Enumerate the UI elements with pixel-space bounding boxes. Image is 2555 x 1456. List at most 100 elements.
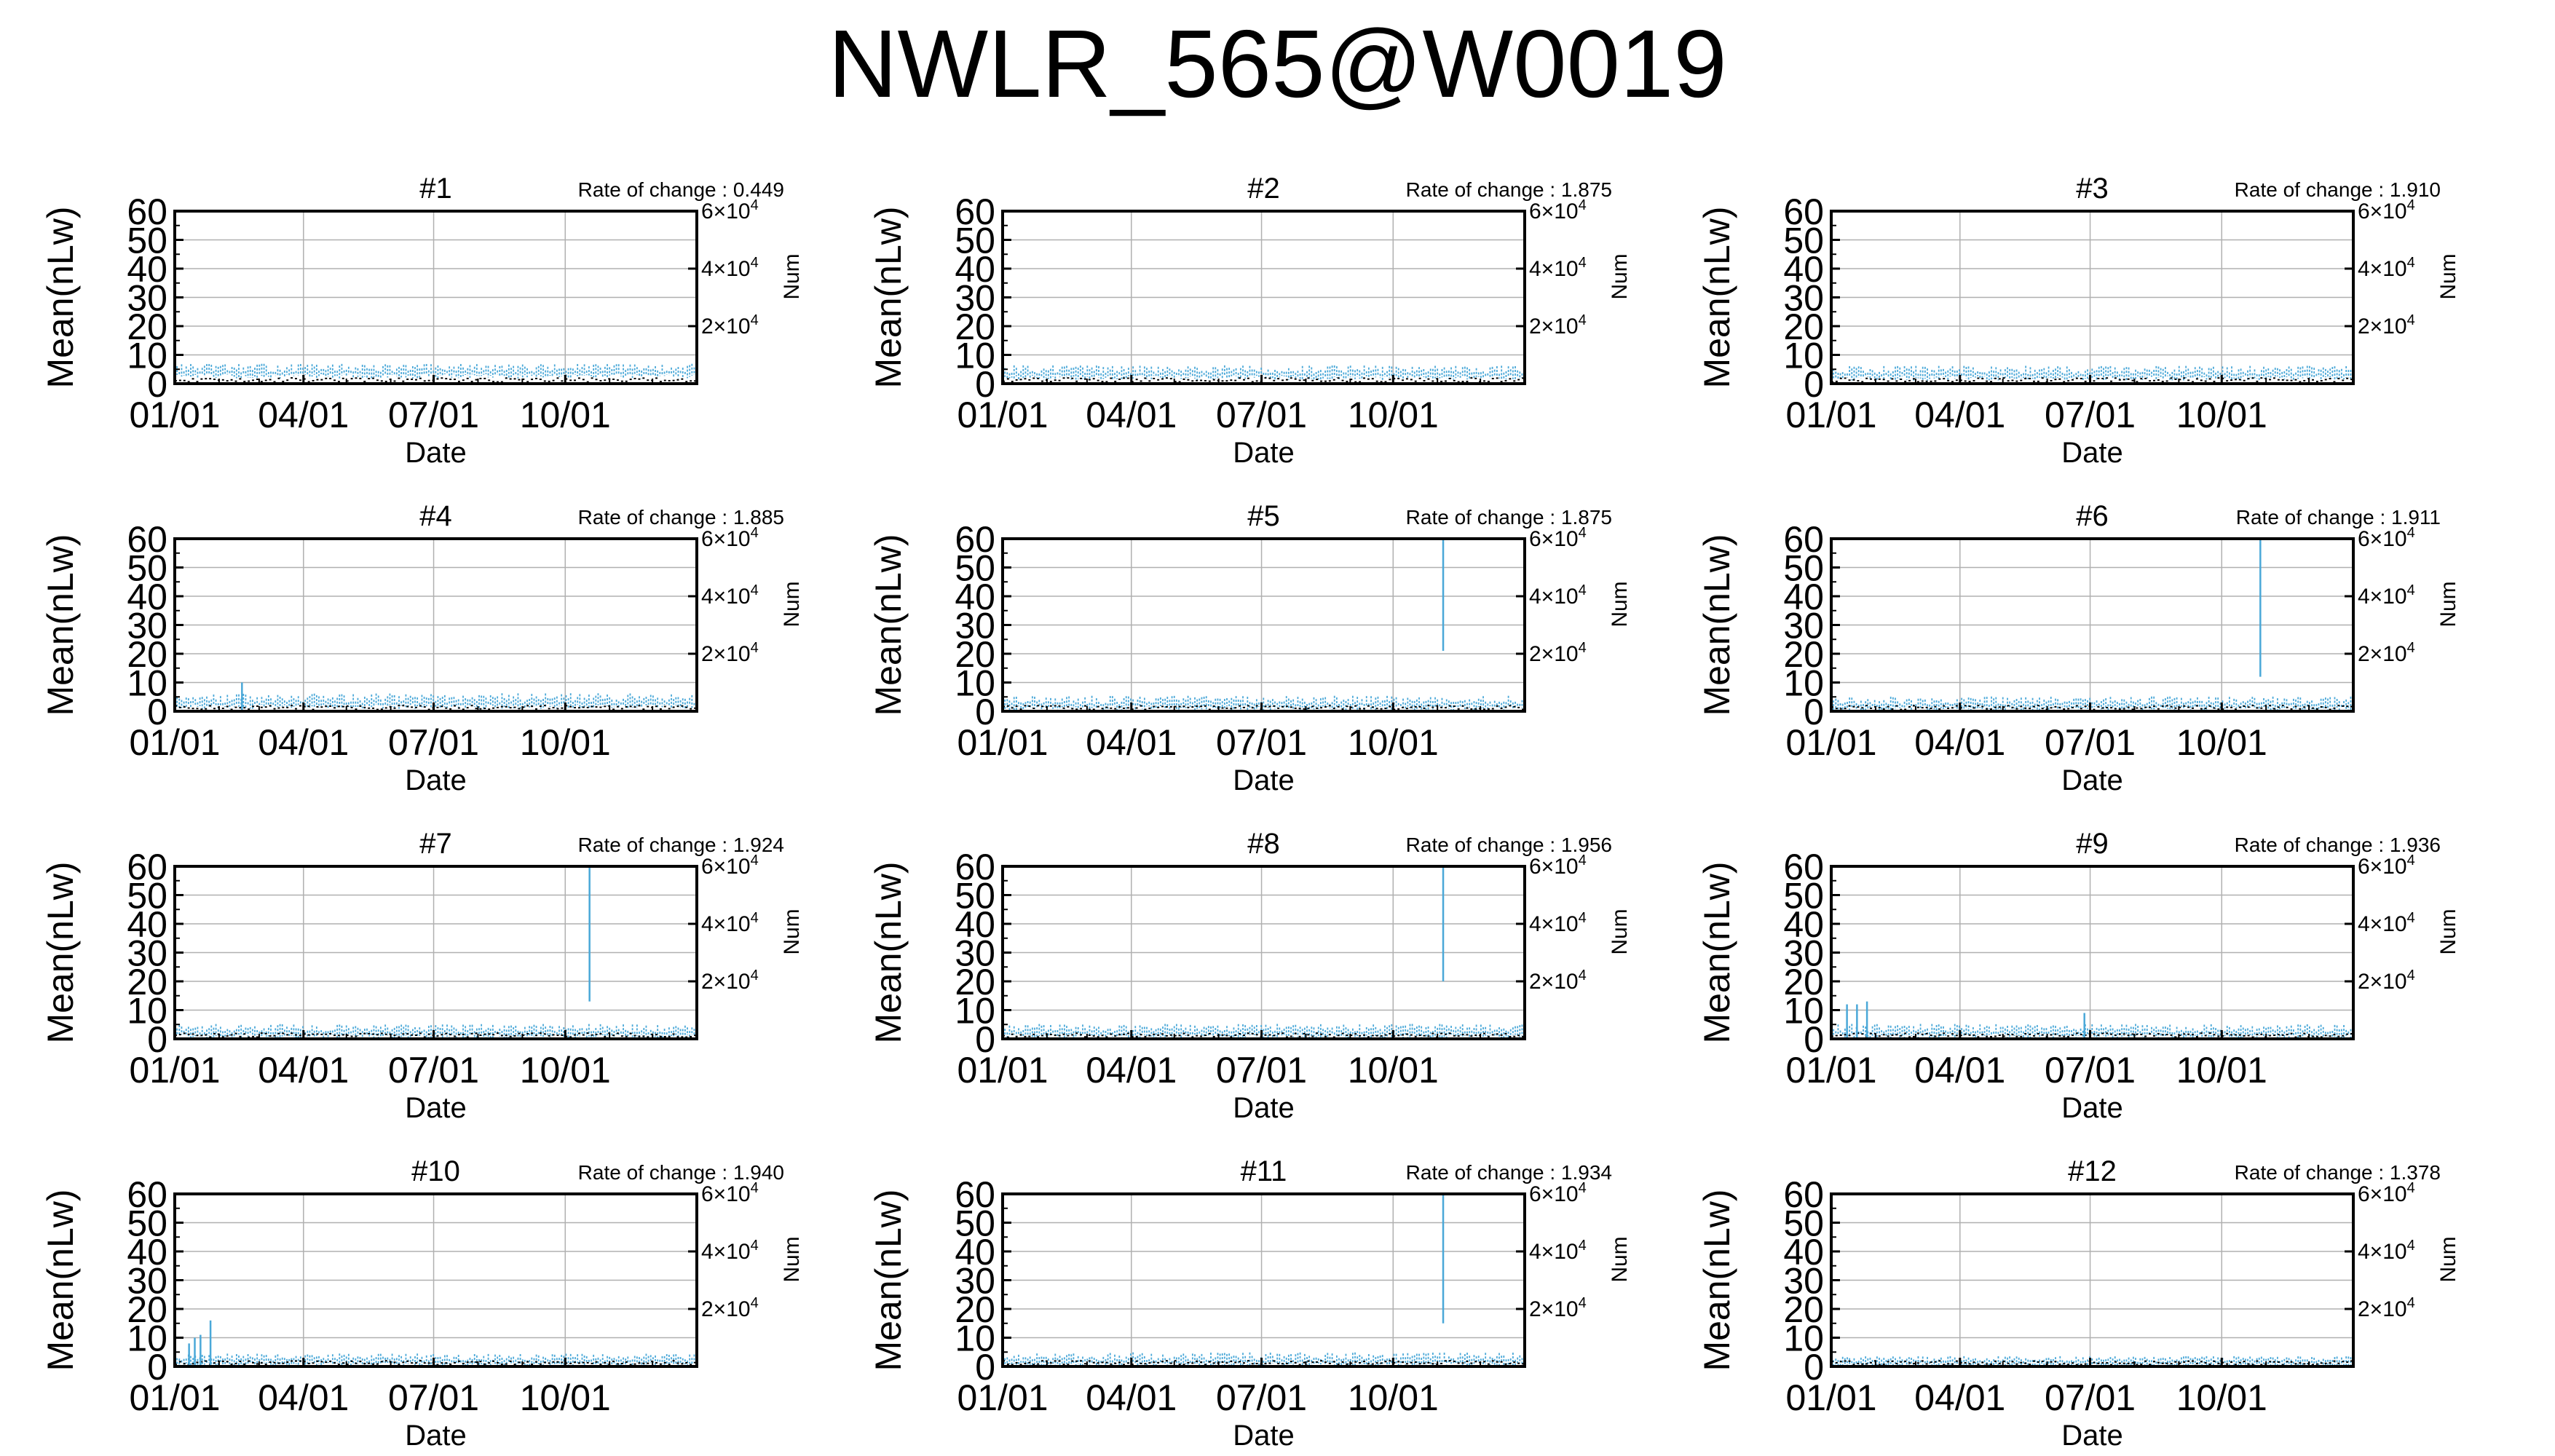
y-tick-label: 60 — [127, 191, 167, 232]
y-axis-label: Mean(nLw) — [868, 534, 909, 716]
x-tick-label: 01/01 — [957, 722, 1048, 763]
y2-tick-label: 6×104 — [1529, 852, 1587, 879]
y2-tick-label: 6×104 — [1529, 197, 1587, 223]
y-tick-label: 20 — [955, 306, 995, 347]
panel-title: #9 — [2076, 828, 2109, 860]
x-axis-label: Date — [2061, 437, 2123, 469]
y-tick-label: 40 — [1783, 577, 1824, 617]
x-tick-label: 10/01 — [1348, 395, 1439, 435]
y-tick-label: 20 — [955, 634, 995, 675]
x-tick-label: 01/01 — [129, 1377, 220, 1418]
x-tick-label: 07/01 — [2045, 1377, 2136, 1418]
x-tick-label: 01/01 — [957, 1377, 1048, 1418]
x-tick-label: 04/01 — [1914, 395, 2005, 435]
y-tick-label: 50 — [955, 221, 995, 261]
y2-tick-label: 2×104 — [2358, 1295, 2415, 1321]
y-tick-label: 50 — [955, 1203, 995, 1244]
x-axis-label: Date — [1233, 1420, 1295, 1452]
y-tick-label: 10 — [127, 1318, 167, 1359]
y-tick-label: 40 — [955, 249, 995, 290]
x-tick-label: 04/01 — [1086, 1050, 1177, 1091]
y2-tick-label: 6×104 — [701, 197, 759, 223]
x-tick-label: 01/01 — [129, 722, 220, 763]
y2-tick-label: 4×104 — [1529, 910, 1587, 936]
y2-tick-label: 4×104 — [701, 1238, 759, 1264]
rate-of-change: Rate of change : 0.449 — [578, 178, 784, 201]
y-axis-label: Mean(nLw) — [868, 861, 909, 1043]
y-tick-label: 60 — [127, 847, 167, 887]
y-tick-label: 40 — [955, 904, 995, 945]
y-axis-label: Mean(nLw) — [868, 206, 909, 388]
y-tick-label: 30 — [955, 606, 995, 646]
y2-tick-label: 4×104 — [2358, 582, 2415, 609]
y-tick-label: 50 — [127, 221, 167, 261]
y2-tick-label: 6×104 — [701, 1180, 759, 1206]
x-tick-label: 01/01 — [957, 395, 1048, 435]
rate-of-change: Rate of change : 1.911 — [2236, 506, 2441, 529]
x-tick-label: 07/01 — [1216, 1050, 1307, 1091]
x-tick-label: 10/01 — [1348, 722, 1439, 763]
x-tick-label: 04/01 — [258, 395, 349, 435]
y-tick-label: 50 — [127, 1203, 167, 1244]
panel-title: #7 — [419, 828, 452, 860]
y2-tick-label: 4×104 — [701, 255, 759, 281]
y-tick-label: 60 — [127, 1174, 167, 1215]
y2-tick-label: 2×104 — [2358, 312, 2415, 339]
x-tick-label: 10/01 — [1348, 1050, 1439, 1091]
y-tick-label: 0 — [1804, 1019, 1824, 1060]
x-tick-label: 10/01 — [520, 722, 611, 763]
x-tick-label: 10/01 — [520, 1377, 611, 1418]
x-axis-label: Date — [2061, 1092, 2123, 1124]
y2-tick-label: 6×104 — [2358, 197, 2415, 223]
y-tick-label: 40 — [127, 577, 167, 617]
y2-axis-label: Num — [780, 253, 804, 299]
y-tick-label: 50 — [955, 876, 995, 917]
y-tick-label: 20 — [127, 1289, 167, 1330]
y2-tick-label: 6×104 — [2358, 1180, 2415, 1206]
y-tick-label: 30 — [955, 278, 995, 319]
panel-title: #12 — [2068, 1155, 2117, 1187]
y-tick-label: 50 — [127, 548, 167, 589]
y2-axis-label: Num — [1608, 581, 1632, 627]
panel-title: #11 — [1241, 1155, 1287, 1187]
y-tick-label: 10 — [1783, 1318, 1824, 1359]
y-tick-label: 60 — [1783, 191, 1824, 232]
y-tick-label: 0 — [1804, 364, 1824, 405]
panel-title: #2 — [1247, 173, 1280, 205]
y-tick-label: 30 — [127, 278, 167, 319]
x-tick-label: 04/01 — [1914, 722, 2005, 763]
y2-tick-label: 4×104 — [701, 582, 759, 609]
y-axis-label: Mean(nLw) — [1697, 206, 1737, 388]
y-tick-label: 20 — [1783, 1289, 1824, 1330]
y2-axis-label: Num — [2436, 1236, 2460, 1282]
y2-tick-label: 4×104 — [701, 910, 759, 936]
x-tick-label: 04/01 — [1086, 395, 1177, 435]
y2-axis-label: Num — [780, 1236, 804, 1282]
x-tick-label: 04/01 — [258, 1050, 349, 1091]
x-tick-label: 07/01 — [1216, 1377, 1307, 1418]
y2-tick-label: 2×104 — [701, 640, 759, 666]
y-tick-label: 30 — [127, 606, 167, 646]
y-tick-label: 50 — [1783, 548, 1824, 589]
y-tick-label: 10 — [1783, 991, 1824, 1032]
panel-title: #5 — [1247, 500, 1280, 532]
y-tick-label: 20 — [1783, 962, 1824, 1002]
y-tick-label: 10 — [955, 1318, 995, 1359]
y-tick-label: 10 — [127, 336, 167, 376]
y-axis-label: Mean(nLw) — [40, 206, 81, 388]
y-tick-label: 40 — [127, 1232, 167, 1273]
y2-tick-label: 4×104 — [1529, 582, 1587, 609]
y-tick-label: 0 — [975, 364, 995, 405]
y-tick-label: 60 — [955, 847, 995, 887]
y2-tick-label: 2×104 — [701, 312, 759, 339]
y-tick-label: 40 — [1783, 249, 1824, 290]
